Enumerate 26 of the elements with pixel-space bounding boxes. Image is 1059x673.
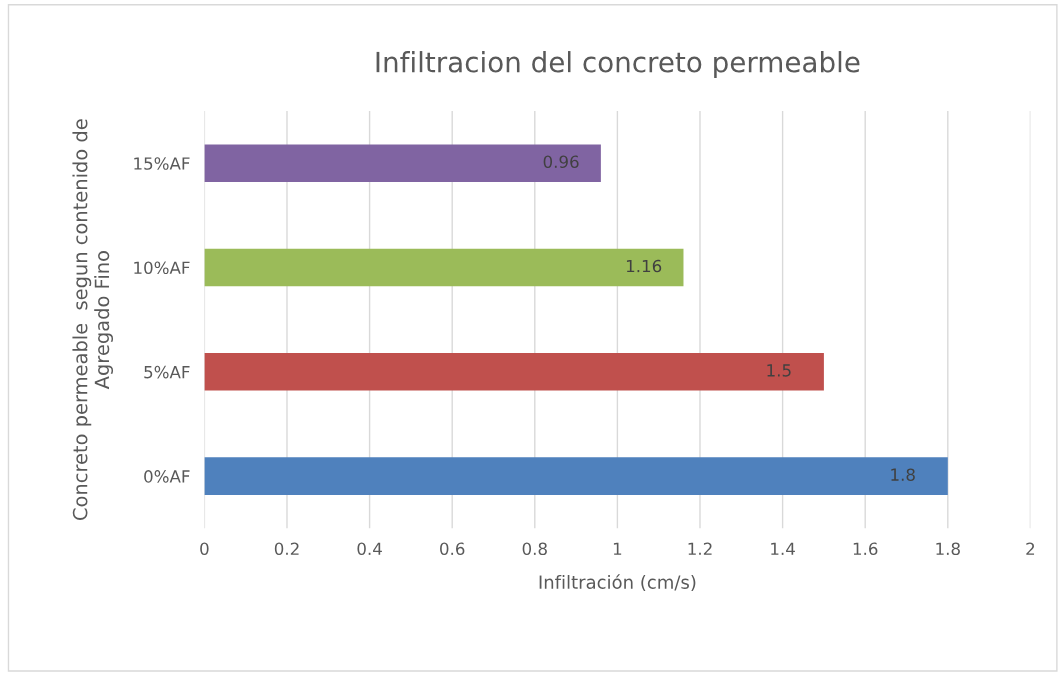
y-tick-label: 10%AF [134,261,190,275]
x-tick-label: 0.4 [357,542,382,556]
x-tick-label: 0 [200,542,209,556]
data-label: 1.5 [767,364,791,377]
x-tick-label: 0.6 [440,542,465,556]
x-axis-title: Infiltración (cm/s) [539,574,696,592]
data-label: 0.96 [543,155,579,169]
bar [204,353,824,391]
bar [204,144,601,182]
x-tick-label: 1.6 [853,542,878,556]
x-tick-label: 1.8 [936,542,960,556]
bar [204,248,684,287]
x-tick-label: 0.2 [274,542,299,556]
bar [204,457,948,495]
x-tick-label: 1.2 [688,542,712,555]
data-label: 1.8 [891,468,915,481]
x-tick-label: 1 [613,542,622,555]
chart-title: Infiltracion del concreto permeable [376,51,860,78]
data-label: 1.16 [626,259,662,273]
y-tick-label: 0%AF [144,470,190,483]
y-tick-label: 15%AF [134,157,190,170]
x-tick-label: 2 [1026,542,1035,555]
x-tick-label: 1.4 [771,542,795,555]
y-axis-title: Concreto permeable segun contenido de Agregado Fino [72,119,114,520]
x-tick-label: 0.8 [522,542,547,556]
y-tick-label: 5%AF [144,365,190,379]
